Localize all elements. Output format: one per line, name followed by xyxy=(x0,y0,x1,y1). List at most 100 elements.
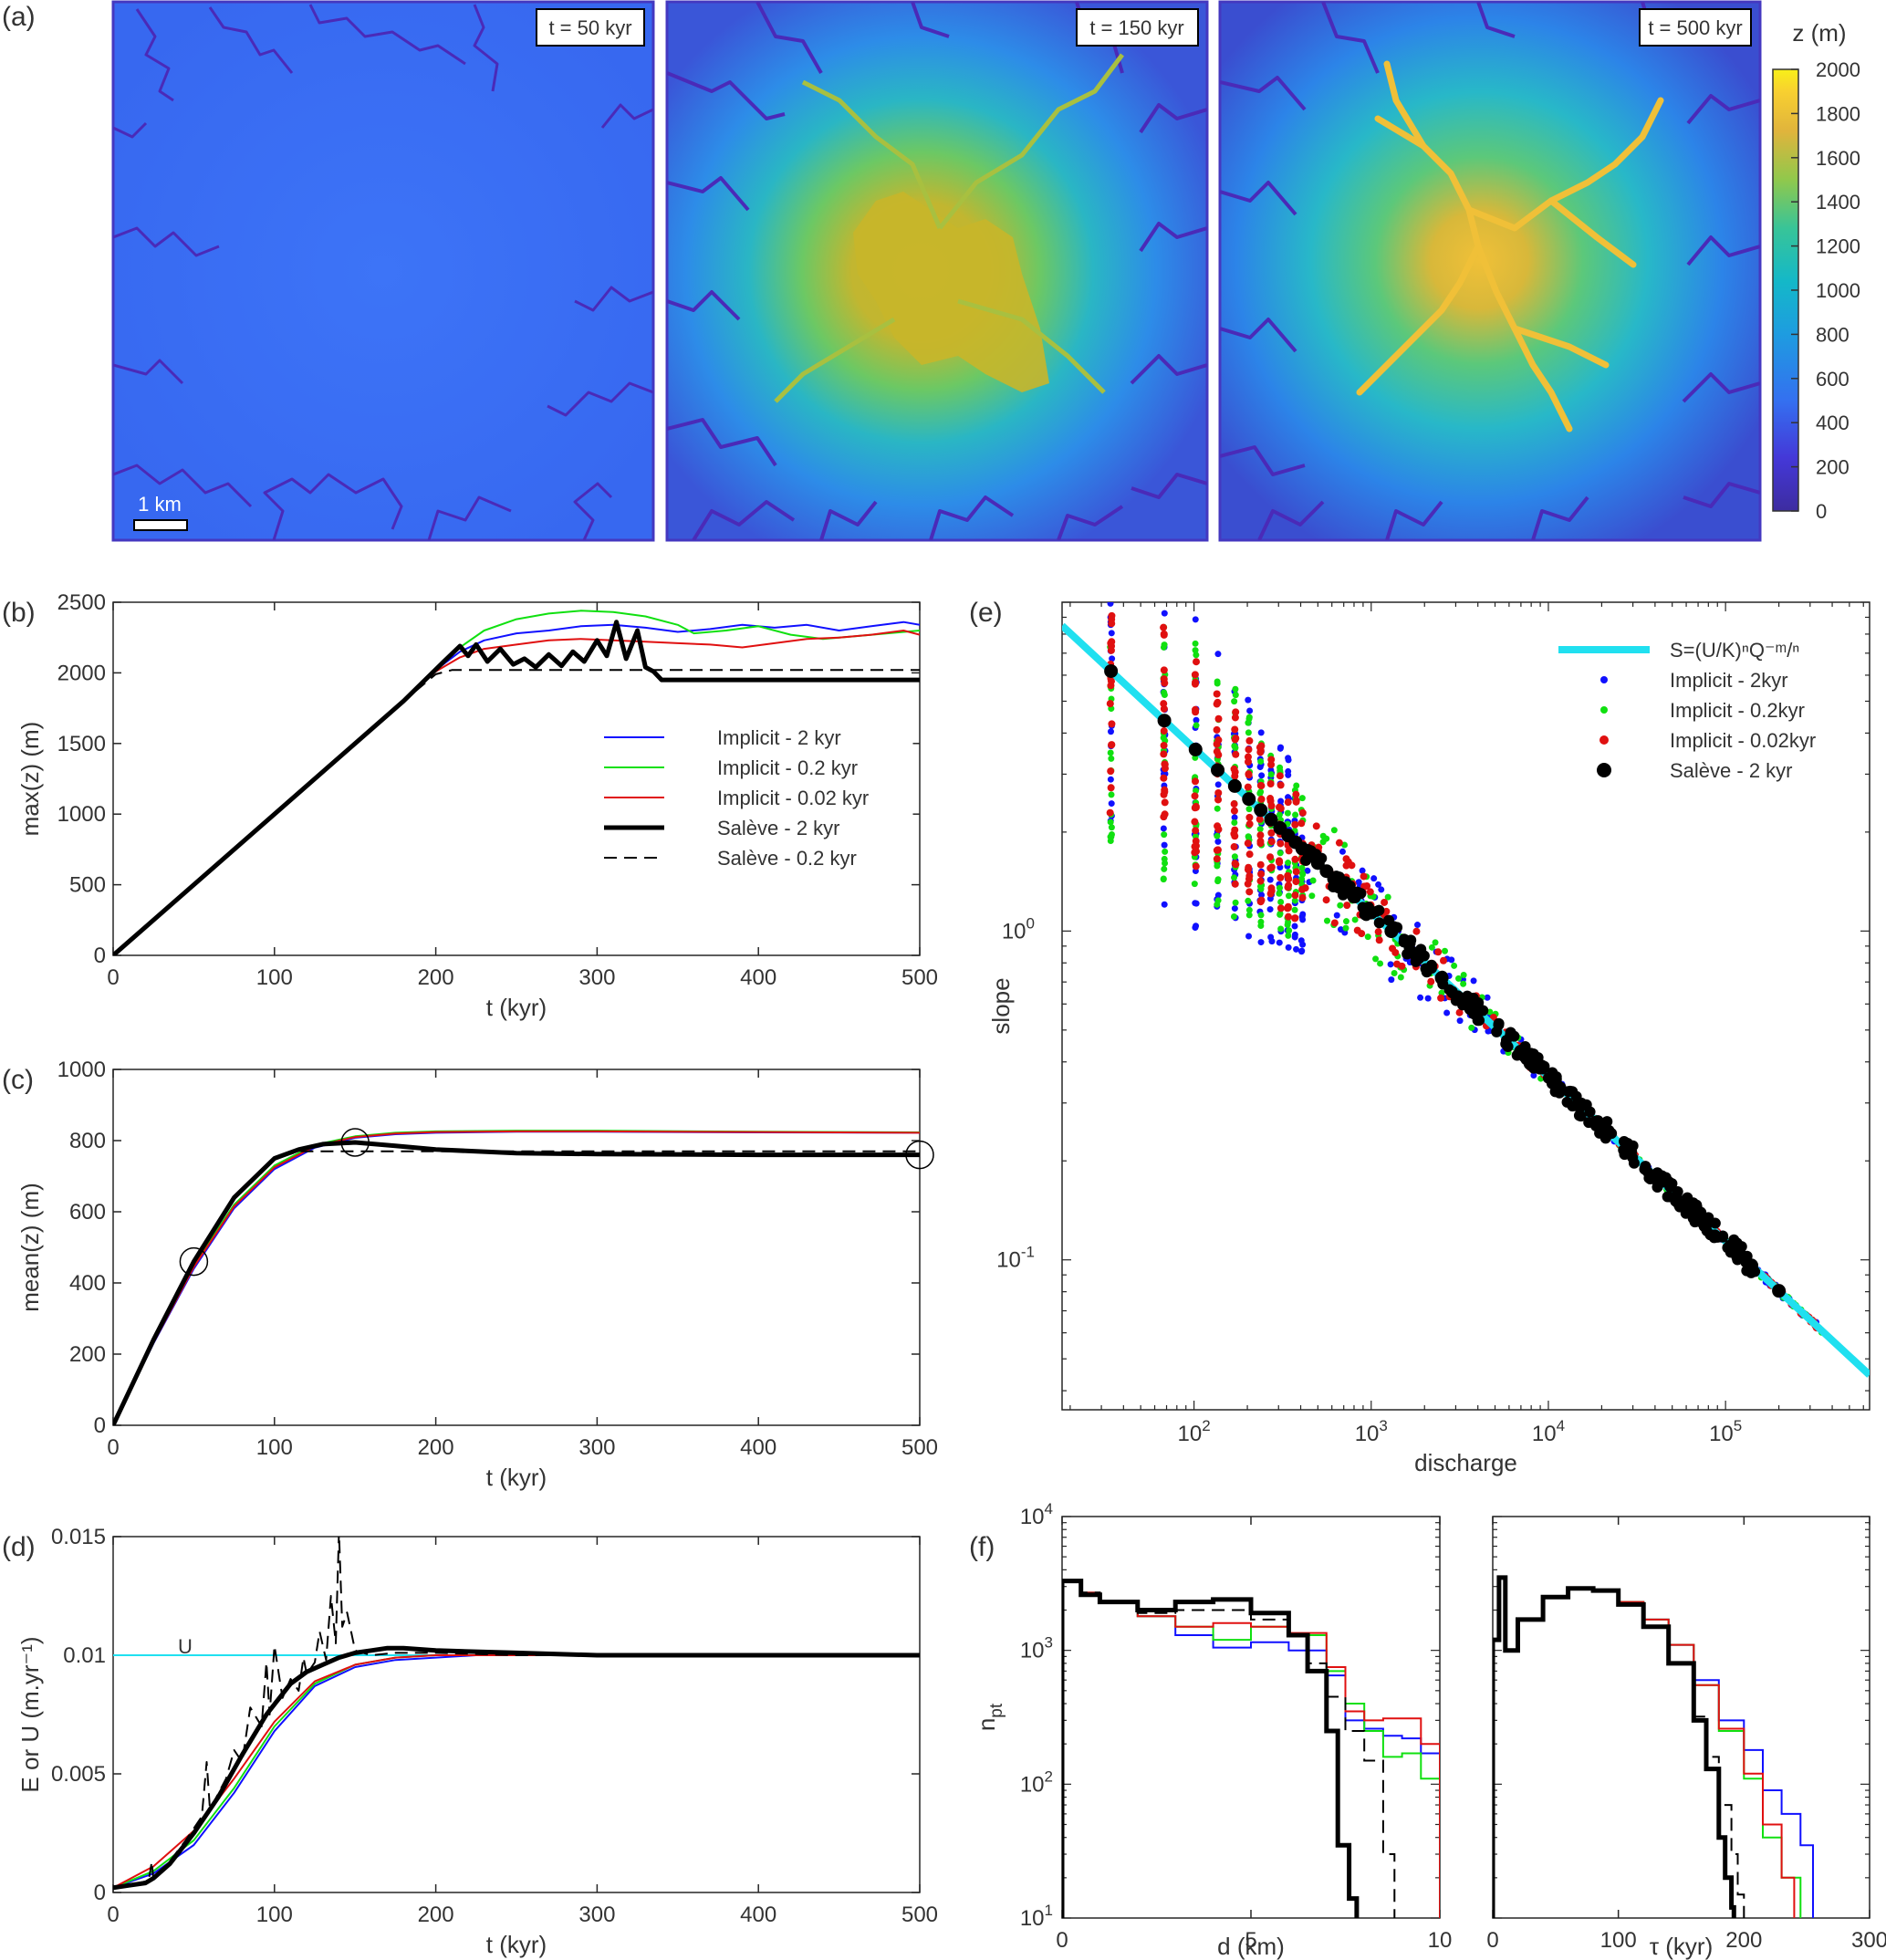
scatter-point xyxy=(1276,910,1284,917)
scatter-point xyxy=(1434,948,1443,956)
snapshot-marker xyxy=(179,1246,209,1277)
scatter-point xyxy=(1231,714,1239,722)
scatter-point xyxy=(1276,939,1283,946)
scatter-point xyxy=(1370,875,1378,882)
scatter-point xyxy=(1443,1009,1451,1016)
scatter-point xyxy=(1298,795,1306,802)
scatter-point xyxy=(1214,714,1223,723)
colorbar-tick-label: 2000 xyxy=(1816,58,1860,81)
scatter-point xyxy=(1485,1027,1492,1035)
map-t150: t = 150 kyr xyxy=(665,0,1209,542)
scatter-point xyxy=(1230,829,1238,838)
scatter-point xyxy=(1107,818,1114,826)
colorbar-label: z (m) xyxy=(1792,19,1846,47)
scatter-point xyxy=(1160,734,1167,741)
scatter-point xyxy=(1626,1146,1638,1158)
scatter-point xyxy=(1256,882,1264,890)
scatter-point xyxy=(1231,819,1238,827)
y-axis-label: E or U (m.yr⁻¹) xyxy=(16,1636,44,1792)
scatter-point xyxy=(1231,880,1239,888)
scatter-point xyxy=(1434,971,1449,985)
scatter-point xyxy=(1245,745,1253,754)
scatter-point xyxy=(1456,1017,1464,1025)
scatter-point xyxy=(1257,795,1266,803)
y-tick-label: 101 xyxy=(1020,1902,1053,1931)
axes-box xyxy=(112,1069,921,1426)
x-tick-label: 100 xyxy=(256,1435,293,1460)
scatter-point xyxy=(1245,933,1253,940)
scatter-point xyxy=(1232,692,1239,699)
colorbar-tick-label: 1600 xyxy=(1816,147,1860,170)
legend-e-dot-implicit-0-02kyr xyxy=(1599,735,1609,745)
scatter-point xyxy=(1291,906,1298,913)
scatter-point xyxy=(1245,736,1254,745)
scatter-point xyxy=(1381,898,1389,906)
scatter-point xyxy=(1648,1169,1662,1183)
scatter-point xyxy=(1493,1017,1505,1029)
x-tick-label: 5 xyxy=(1245,1928,1256,1953)
scatter-point xyxy=(1160,631,1168,639)
scatter-point xyxy=(1308,892,1316,900)
scatter-point xyxy=(1297,937,1305,944)
scatter-point xyxy=(1335,839,1343,847)
scatter-point xyxy=(1214,698,1222,706)
scatter-point xyxy=(1160,876,1167,883)
colorbar-tick-label: 200 xyxy=(1816,456,1850,479)
x-tick-label: 400 xyxy=(740,965,776,990)
scatter-point xyxy=(1420,963,1432,975)
time-label-t150: t = 150 kyr xyxy=(1089,16,1183,39)
y-axis-label: slope xyxy=(987,977,1015,1034)
scatter-point xyxy=(1107,784,1115,792)
scatter-point xyxy=(1245,719,1252,726)
scatter-point xyxy=(1276,857,1284,865)
plot-histograms: 0 5 10 101 102 103 104 npt d (km) 0 100 200 300 τ (ky… xyxy=(973,1500,1886,1960)
scatter-point xyxy=(1276,890,1283,897)
scatter-point xyxy=(1193,652,1200,659)
scatter-point xyxy=(1214,805,1221,812)
scatter-point xyxy=(1231,814,1238,821)
series-saleve-0-2-kyr xyxy=(113,1150,920,1425)
scatter-point xyxy=(1192,616,1199,623)
scatter-point xyxy=(1284,912,1292,921)
scatter-point xyxy=(1214,862,1221,870)
scatter-point xyxy=(1267,761,1276,769)
scatter-point xyxy=(1161,760,1169,768)
colorbar-tick-label: 400 xyxy=(1816,412,1850,434)
scatter-point xyxy=(1108,572,1115,579)
legend-b-saleve-0-2kyr: Salève - 0.2 kyr xyxy=(717,847,857,870)
series-implicit-0-2-kyr xyxy=(113,1130,920,1425)
scatter-point xyxy=(1162,848,1169,855)
y-tick-label: 2500 xyxy=(57,590,106,615)
scatter-point xyxy=(1489,1014,1497,1022)
series-implicit-2-kyr xyxy=(113,620,920,955)
scatter-point xyxy=(1291,855,1299,863)
scatter-point xyxy=(1304,867,1311,874)
scatter-point xyxy=(1639,1163,1651,1175)
scatter-point xyxy=(1108,591,1114,598)
plot-erosion-rate: 0 100 200 300 400 500 0 0.005 0.01 0.015 t (kyr) E … xyxy=(16,1525,938,1958)
scatter-point xyxy=(1291,914,1299,923)
colorbar: z (m) 0 200 400 600 800 1000 1200 1400 1600 1800 2… xyxy=(1772,19,1860,523)
y-tick-label: 102 xyxy=(1020,1767,1053,1797)
scatter-point xyxy=(1245,729,1252,736)
y-tick-label: 0 xyxy=(94,1413,106,1438)
scatter-point xyxy=(1231,860,1239,868)
scatter-point xyxy=(1291,891,1299,900)
scatter-point xyxy=(1276,873,1285,881)
scatter-point xyxy=(1256,781,1265,789)
scatter-point xyxy=(1276,772,1284,780)
scatter-point xyxy=(1351,916,1359,923)
scatter-point xyxy=(1372,955,1380,963)
scatter-point xyxy=(1214,838,1222,845)
scatter-point xyxy=(1745,1258,1759,1273)
scatter-point xyxy=(1297,819,1306,828)
legend-e-dot-saleve-2kyr xyxy=(1597,763,1611,777)
scatter-point xyxy=(1230,800,1238,808)
scatter-point xyxy=(1193,848,1201,856)
scatter-point xyxy=(1291,931,1298,938)
scatter-point xyxy=(1375,936,1383,944)
scatter-point xyxy=(1107,591,1113,598)
scatter-point xyxy=(1333,912,1340,919)
scatter-point xyxy=(1572,1099,1587,1113)
